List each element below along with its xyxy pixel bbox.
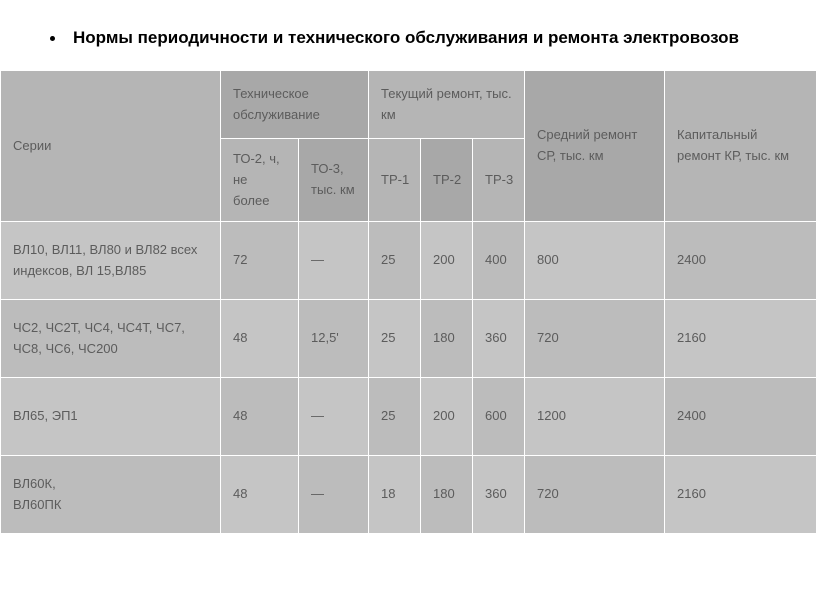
col-tr2: ТР-2 (421, 139, 473, 222)
cell-kr: 2400 (665, 222, 816, 300)
table-header-row-1: Серии Техническое обслуживание Текущий р… (1, 71, 816, 139)
col-tech-service: Техническое обслуживание (221, 71, 369, 139)
cell-to3: — (299, 378, 369, 456)
cell-series: ЧС2, ЧС2Т, ЧС4, ЧС4Т, ЧС7, ЧС8, ЧС6, ЧС2… (1, 300, 221, 378)
col-kr: Капитальный ремонт КР, тыс. км (665, 71, 816, 222)
cell-series: ВЛ60К, ВЛ60ПК (1, 456, 221, 534)
cell-sr: 800 (525, 222, 665, 300)
col-series: Серии (1, 71, 221, 222)
cell-tr2: 200 (421, 378, 473, 456)
table-row: ВЛ60К, ВЛ60ПК 48 — 18 180 360 720 2160 (1, 456, 816, 534)
cell-tr1: 25 (369, 222, 421, 300)
cell-kr: 2160 (665, 300, 816, 378)
col-tr3: ТР-3 (473, 139, 525, 222)
cell-tr1: 18 (369, 456, 421, 534)
cell-sr: 1200 (525, 378, 665, 456)
cell-tr1: 25 (369, 378, 421, 456)
bullet-icon (50, 36, 55, 41)
cell-tr2: 180 (421, 456, 473, 534)
col-to2: ТО-2, ч, не более (221, 139, 299, 222)
cell-tr3: 600 (473, 378, 525, 456)
cell-series: ВЛ10, ВЛ11, ВЛ80 и ВЛ82 всех индексов, В… (1, 222, 221, 300)
cell-sr: 720 (525, 300, 665, 378)
cell-tr3: 360 (473, 300, 525, 378)
cell-tr3: 400 (473, 222, 525, 300)
cell-sr: 720 (525, 456, 665, 534)
maintenance-table: Серии Техническое обслуживание Текущий р… (0, 70, 816, 534)
col-sr: Средний ремонт СР, тыс. км (525, 71, 665, 222)
cell-to2: 48 (221, 456, 299, 534)
table-row: ВЛ10, ВЛ11, ВЛ80 и ВЛ82 всех индексов, В… (1, 222, 816, 300)
cell-to2: 48 (221, 378, 299, 456)
title-row: Нормы периодичности и технического обслу… (0, 0, 816, 70)
col-to3: ТО-3, тыс. км (299, 139, 369, 222)
cell-kr: 2160 (665, 456, 816, 534)
page-title: Нормы периодичности и технического обслу… (73, 28, 739, 48)
col-current-repair: Текущий ремонт, тыс. км (369, 71, 525, 139)
cell-to3: — (299, 456, 369, 534)
cell-kr: 2400 (665, 378, 816, 456)
cell-tr1: 25 (369, 300, 421, 378)
cell-tr2: 180 (421, 300, 473, 378)
cell-to2: 48 (221, 300, 299, 378)
table-row: ВЛ65, ЭП1 48 — 25 200 600 1200 2400 (1, 378, 816, 456)
cell-to3: 12,5' (299, 300, 369, 378)
col-tr1: ТР-1 (369, 139, 421, 222)
cell-to3: — (299, 222, 369, 300)
cell-to2: 72 (221, 222, 299, 300)
cell-tr2: 200 (421, 222, 473, 300)
cell-series: ВЛ65, ЭП1 (1, 378, 221, 456)
table-row: ЧС2, ЧС2Т, ЧС4, ЧС4Т, ЧС7, ЧС8, ЧС6, ЧС2… (1, 300, 816, 378)
cell-tr3: 360 (473, 456, 525, 534)
